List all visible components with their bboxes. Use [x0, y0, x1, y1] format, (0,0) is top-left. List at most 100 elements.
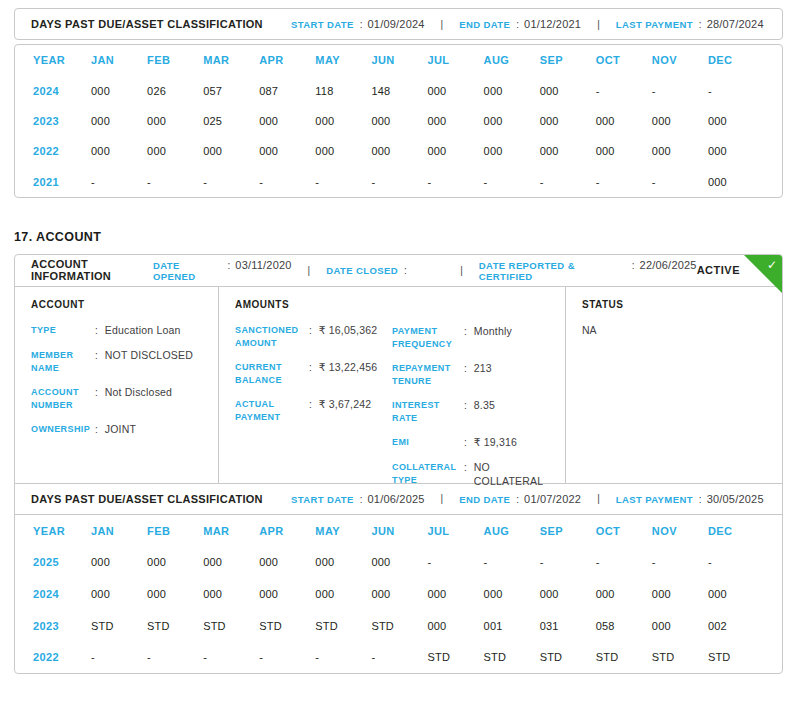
field-label: PAYMENT FREQUENCY	[392, 325, 462, 351]
dpd-value-cell: 000	[596, 588, 652, 600]
colon: :	[309, 398, 312, 424]
dpd-value-cell: -	[484, 556, 540, 568]
dpd-value-cell: 000	[315, 145, 371, 157]
field-label: CURRENT BALANCE	[235, 361, 307, 387]
dpd-value-cell: 058	[596, 620, 652, 632]
dpd-table-row: 2023000000025000000000000000000000000000	[15, 106, 782, 136]
dpd-value-cell: 000	[484, 85, 540, 97]
field-label: TYPE	[31, 324, 93, 338]
dpd-value-cell: 087	[259, 85, 315, 97]
dpd-table-row: 2022000000000000000000000000000000000000	[15, 136, 782, 166]
dpd-value-cell: STD	[596, 651, 652, 663]
field-label: REPAYMENT TENURE	[392, 362, 462, 388]
dpd-value-cell: 000	[259, 115, 315, 127]
separator: |	[597, 493, 600, 504]
date-reported-label: DATE REPORTED & CERTIFIED	[479, 260, 626, 282]
dpd-value-cell: 000	[540, 85, 596, 97]
dpd-value-cell: 026	[147, 85, 203, 97]
dpd-value-cell: 025	[203, 115, 259, 127]
field-current-balance: CURRENT BALANCE : ₹ 13,22,456	[235, 361, 392, 387]
dpd-value-cell: -	[708, 556, 764, 568]
account-panel: ACCOUNT INFORMATION DATE OPENED : 03/11/…	[14, 254, 783, 674]
year-cell: 2024	[33, 85, 91, 97]
column-header: NOV	[652, 54, 708, 66]
date-closed-label: DATE CLOSED	[326, 265, 398, 276]
column-header: SEP	[540, 54, 596, 66]
dpd-value-cell: 000	[371, 556, 427, 568]
dpd-value-cell: 001	[484, 620, 540, 632]
field-label: MEMBER NAME	[31, 349, 93, 375]
status-column: STATUS NA	[566, 287, 782, 483]
end-date-value: 01/12/2021	[524, 18, 581, 30]
dpd-value-cell: -	[427, 556, 483, 568]
end-date-value: 01/07/2022	[524, 493, 581, 505]
dpd-value-cell: 000	[371, 115, 427, 127]
last-payment-label: LAST PAYMENT	[616, 19, 693, 30]
dpd-value-cell: STD	[315, 620, 371, 632]
date-reported-value: 22/06/2025	[640, 259, 697, 271]
column-header: FEB	[147, 54, 203, 66]
dpd-value-cell: STD	[91, 620, 147, 632]
dpd-value-cell: -	[652, 85, 708, 97]
dpd-table-row: 2024000026057087118148000000000---	[15, 75, 782, 105]
date-opened-value: 03/11/2020	[235, 259, 291, 271]
dpd-table-header-row: YEARJANFEBMARAPRMAYJUNJULAUGSEPOCTNOVDEC	[15, 515, 782, 547]
dpd-value-cell: -	[484, 176, 540, 188]
colon: :	[95, 324, 98, 338]
colon: :	[516, 19, 519, 30]
dpd-value-cell: -	[147, 176, 203, 188]
dpd-value-cell: -	[652, 176, 708, 188]
dpd-value-cell: STD	[484, 651, 540, 663]
colon: :	[95, 386, 98, 412]
field-account-number: ACCOUNT NUMBER : Not Disclosed	[31, 386, 202, 412]
dpd-value-cell: 000	[147, 588, 203, 600]
field-value: Education Loan	[105, 324, 181, 338]
dpd-value-cell: 000	[708, 176, 764, 188]
colon: :	[95, 349, 98, 375]
dpd-value-cell: 000	[652, 620, 708, 632]
dpd-value-cell: 000	[91, 588, 147, 600]
dpd-table-row: 2024000000000000000000000000000000000000	[15, 578, 782, 610]
column-header: JUN	[371, 54, 427, 66]
colon: :	[228, 260, 231, 271]
section-heading: 17. ACCOUNT	[14, 230, 783, 244]
date-closed-group: DATE CLOSED :	[326, 265, 444, 276]
dpd-value-cell: 000	[427, 588, 483, 600]
dpd-value-cell: -	[540, 556, 596, 568]
field-label: OWNERSHIP	[31, 423, 93, 437]
end-date-group: END DATE : 01/12/2021	[459, 18, 581, 30]
dpd-value-cell: 000	[91, 145, 147, 157]
field-member-name: MEMBER NAME : NOT DISCLOSED	[31, 349, 202, 375]
field-repayment-tenure: REPAYMENT TENURE : 213	[392, 362, 549, 388]
dpd-value-cell: -	[708, 85, 764, 97]
dpd-value-cell: 000	[91, 556, 147, 568]
dpd-value-cell: 000	[427, 85, 483, 97]
dpd-dates: START DATE : 01/06/2025 | END DATE : 01/…	[291, 493, 764, 505]
separator: |	[308, 265, 311, 276]
year-cell: 2024	[33, 588, 91, 600]
dpd-value-cell: 057	[203, 85, 259, 97]
column-header: DEC	[708, 54, 764, 66]
dpd-value-cell: 000	[652, 145, 708, 157]
dpd-title: DAYS PAST DUE/ASSET CLASSIFICATION	[31, 18, 291, 30]
dpd-value-cell: 000	[203, 556, 259, 568]
field-type: TYPE : Education Loan	[31, 324, 202, 338]
separator: |	[441, 19, 444, 30]
colon: :	[632, 260, 635, 271]
account-column: ACCOUNT TYPE : Education Loan MEMBER NAM…	[15, 287, 219, 483]
year-cell: 2022	[33, 145, 91, 157]
dpd-value-cell: -	[91, 176, 147, 188]
field-label: EMI	[392, 436, 462, 450]
column-header: MAY	[315, 54, 371, 66]
status-column-title: STATUS	[582, 299, 766, 310]
column-header: SEP	[540, 525, 596, 537]
dpd-table-2: YEARJANFEBMARAPRMAYJUNJULAUGSEPOCTNOVDEC…	[15, 515, 782, 673]
field-value: 213	[474, 362, 492, 388]
colon: :	[464, 362, 467, 388]
field-interest-rate: INTEREST RATE : 8.35	[392, 399, 549, 425]
account-info-title: ACCOUNT INFORMATION	[31, 258, 153, 282]
field-label: INTEREST RATE	[392, 399, 462, 425]
check-icon: ✓	[767, 258, 777, 272]
colon: :	[464, 461, 467, 488]
dpd-value-cell: 000	[484, 145, 540, 157]
